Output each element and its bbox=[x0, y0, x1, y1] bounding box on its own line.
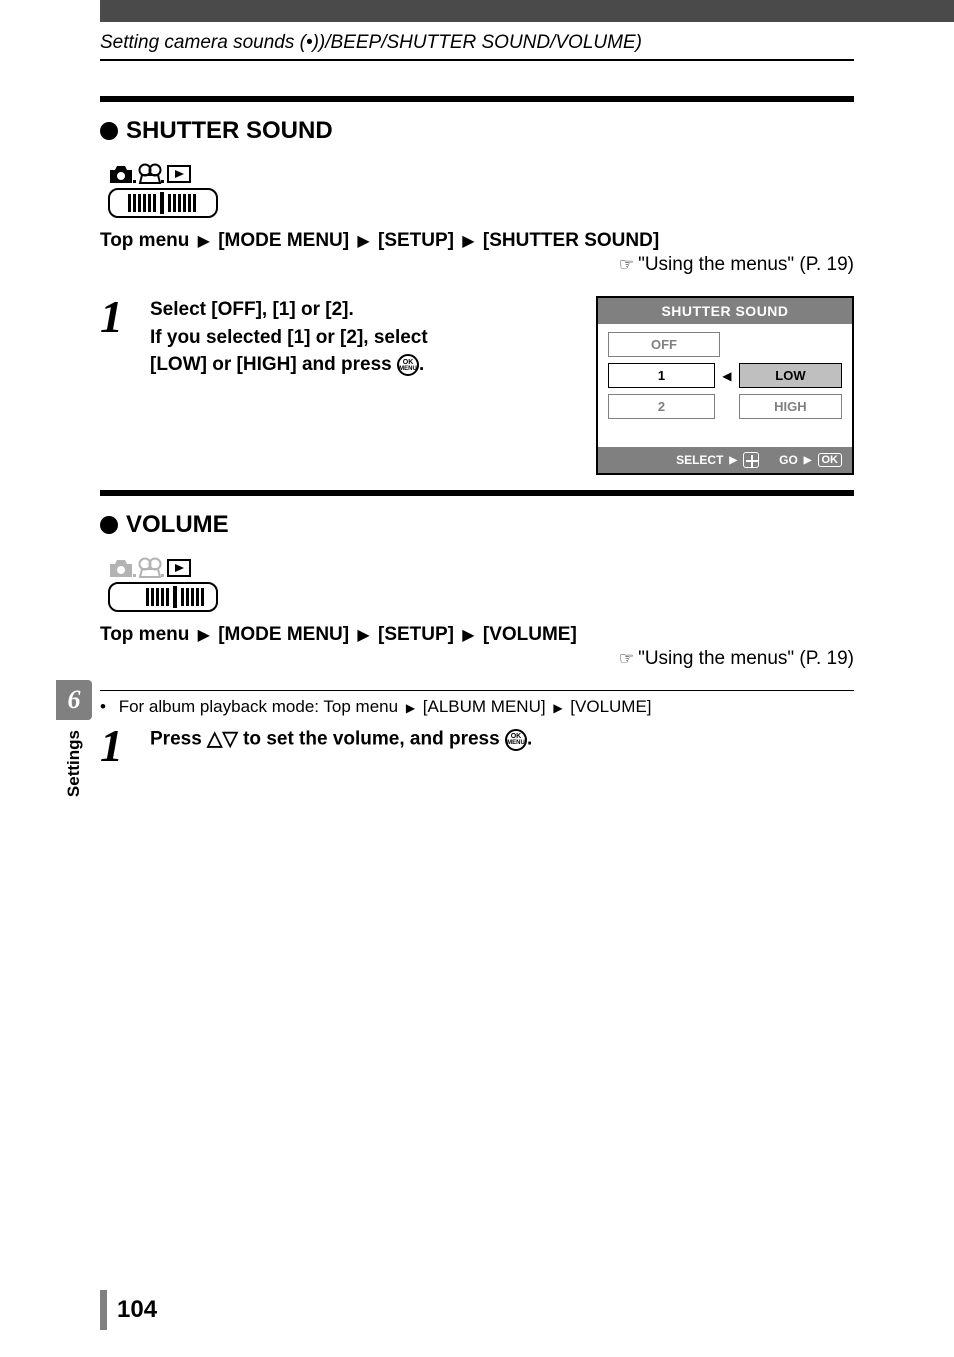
camera-icon-dim bbox=[108, 557, 136, 579]
lcd-screenshot: SHUTTER SOUND OFF 1 ◀ LOW 2 HIGH SELECT bbox=[596, 296, 854, 475]
right-arrow-icon: ▶ bbox=[729, 455, 737, 466]
note-lead: For album playback mode: Top menu bbox=[119, 697, 398, 716]
triangle-right-icon: ▶ bbox=[553, 701, 562, 715]
left-pointer-icon: ◀ bbox=[723, 369, 731, 383]
breadcrumb-item: [MODE MENU] bbox=[218, 230, 349, 251]
breadcrumb-item: [SETUP] bbox=[378, 624, 454, 645]
section-divider bbox=[100, 490, 854, 496]
note-item: [VOLUME] bbox=[570, 697, 651, 716]
running-head: Setting camera sounds (•))/BEEP/SHUTTER … bbox=[100, 22, 854, 61]
chapter-number: 6 bbox=[56, 680, 92, 720]
breadcrumb-lead: Top menu bbox=[100, 230, 189, 251]
breadcrumb-item: [SETUP] bbox=[378, 230, 454, 251]
step-number: 1 bbox=[100, 725, 130, 766]
lcd-title: SHUTTER SOUND bbox=[598, 298, 852, 324]
down-triangle-icon: ▽ bbox=[222, 728, 237, 750]
movie-icon bbox=[138, 163, 164, 185]
top-grey-bar bbox=[100, 0, 954, 22]
step-instruction: Select [OFF], [1] or [2]. If you selecte… bbox=[150, 296, 576, 379]
breadcrumb-shutter: Top menu ▶ [MODE MENU] ▶ [SETUP] ▶ [SHUT… bbox=[100, 230, 854, 252]
album-note: • For album playback mode: Top menu ▶ [A… bbox=[100, 690, 854, 717]
section-divider bbox=[100, 96, 854, 102]
playback-icon bbox=[166, 557, 194, 579]
movie-icon-dim bbox=[138, 557, 164, 579]
breadcrumb-lead: Top menu bbox=[100, 624, 189, 645]
reference-text: "Using the menus" (P. 19) bbox=[638, 648, 854, 669]
section-heading-volume: VOLUME bbox=[100, 511, 854, 539]
note-item: [ALBUM MENU] bbox=[423, 697, 546, 716]
lcd-go-label: GO bbox=[779, 453, 798, 467]
lcd-select-label: SELECT bbox=[676, 453, 723, 467]
triangle-right-icon: ▶ bbox=[406, 701, 415, 715]
step-instruction: Press △▽ to set the volume, and press OK… bbox=[150, 725, 854, 754]
section-heading-shutter: SHUTTER SOUND bbox=[100, 117, 854, 145]
breadcrumb-volume: Top menu ▶ [MODE MENU] ▶ [SETUP] ▶ [VOLU… bbox=[100, 624, 854, 646]
ok-menu-button-icon: OKMENU bbox=[505, 729, 527, 751]
reference-line: ☞"Using the menus" (P. 19) bbox=[100, 648, 854, 670]
mode-indicator-box bbox=[108, 582, 218, 612]
chapter-label: Settings bbox=[64, 730, 84, 797]
ok-menu-button-icon: OKMENU bbox=[397, 354, 419, 376]
lcd-option-low: LOW bbox=[739, 363, 842, 388]
reference-line: ☞"Using the menus" (P. 19) bbox=[100, 254, 854, 276]
right-arrow-icon: ▶ bbox=[804, 455, 812, 466]
step-row-volume: 1 Press △▽ to set the volume, and press … bbox=[100, 725, 854, 766]
ok-box-icon: OK bbox=[818, 453, 843, 467]
barcode-icon bbox=[146, 586, 208, 608]
triangle-right-icon: ▶ bbox=[462, 627, 474, 644]
lcd-option-2: 2 bbox=[608, 394, 715, 419]
lcd-option-high: HIGH bbox=[739, 394, 842, 419]
lcd-option-off: OFF bbox=[608, 332, 720, 357]
chapter-tab: 6 Settings bbox=[56, 680, 92, 850]
step-number: 1 bbox=[100, 296, 130, 337]
breadcrumb-item: [MODE MENU] bbox=[218, 624, 349, 645]
camera-icon bbox=[108, 163, 136, 185]
step-row-1: 1 Select [OFF], [1] or [2]. If you selec… bbox=[100, 296, 854, 475]
triangle-right-icon: ▶ bbox=[198, 627, 210, 644]
triangle-right-icon: ▶ bbox=[462, 233, 474, 250]
playback-icon bbox=[166, 163, 194, 185]
triangle-right-icon: ▶ bbox=[357, 627, 369, 644]
triangle-right-icon: ▶ bbox=[198, 233, 210, 250]
pointing-hand-icon: ☞ bbox=[619, 649, 634, 668]
mode-indicator-box bbox=[108, 188, 218, 218]
page-number: 104 bbox=[117, 1296, 157, 1324]
footer-accent-bar bbox=[100, 1290, 107, 1330]
section-title: SHUTTER SOUND bbox=[126, 117, 333, 145]
triangle-right-icon: ▶ bbox=[357, 233, 369, 250]
lcd-option-1: 1 bbox=[608, 363, 715, 388]
barcode-icon bbox=[128, 192, 198, 214]
reference-text: "Using the menus" (P. 19) bbox=[638, 254, 854, 275]
pointing-hand-icon: ☞ bbox=[619, 255, 634, 274]
bullet-icon bbox=[100, 122, 118, 140]
lcd-footer: SELECT ▶ GO ▶ OK bbox=[598, 447, 852, 473]
breadcrumb-item: [SHUTTER SOUND] bbox=[483, 230, 659, 251]
mode-icon-row-2 bbox=[108, 557, 854, 612]
dpad-icon bbox=[743, 452, 759, 468]
page-footer: 104 bbox=[100, 1290, 157, 1330]
section-title: VOLUME bbox=[126, 511, 229, 539]
up-triangle-icon: △ bbox=[207, 728, 222, 750]
breadcrumb-item: [VOLUME] bbox=[483, 624, 577, 645]
mode-icon-row-1 bbox=[108, 163, 854, 218]
bullet-icon bbox=[100, 516, 118, 534]
